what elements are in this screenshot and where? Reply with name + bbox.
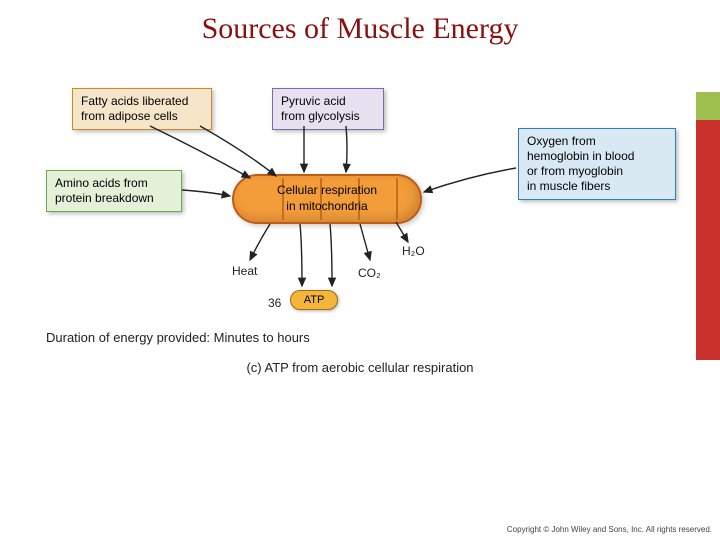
output-h2o: H₂O — [402, 244, 425, 258]
output-co2: CO₂ — [358, 266, 381, 280]
duration-label: Duration of energy provided: Minutes to … — [46, 330, 310, 345]
accent-green — [696, 92, 720, 120]
box-amino-acids: Amino acids fromprotein breakdown — [46, 170, 182, 212]
box-oxygen: Oxygen fromhemoglobin in bloodor from my… — [518, 128, 676, 200]
box-pyruvic-acid: Pyruvic acidfrom glycolysis — [272, 88, 384, 130]
output-atp-pill: ATP — [290, 290, 338, 310]
figure-caption: (c) ATP from aerobic cellular respiratio… — [0, 360, 720, 375]
mitochondrion: Cellular respirationin mitochondria — [232, 174, 422, 224]
output-heat: Heat — [232, 264, 257, 278]
accent-red — [696, 120, 720, 360]
box-fatty-acids: Fatty acids liberatedfrom adipose cells — [72, 88, 212, 130]
mito-label: Cellular respirationin mitochondria — [277, 183, 377, 214]
page-title: Sources of Muscle Energy — [0, 12, 720, 46]
copyright-label: Copyright © John Wiley and Sons, Inc. Al… — [507, 525, 712, 534]
output-atp-count: 36 — [268, 296, 281, 310]
